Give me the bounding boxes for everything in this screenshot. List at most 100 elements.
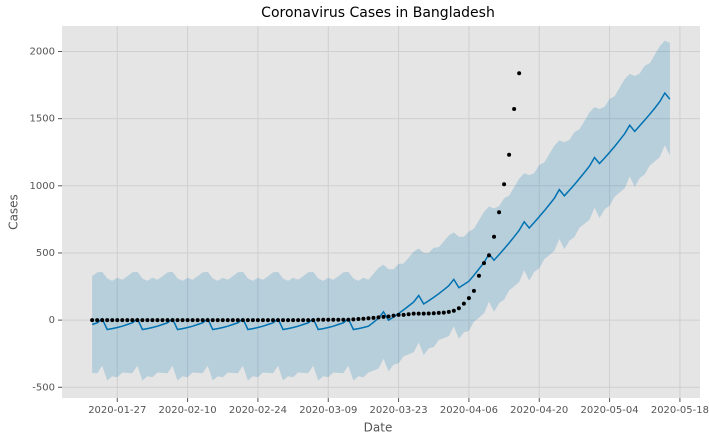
- data-point: [356, 317, 361, 322]
- forecast-line: [91, 91, 671, 331]
- data-point: [451, 308, 456, 313]
- data-point: [411, 311, 416, 316]
- data-point: [386, 314, 391, 319]
- data-point: [200, 318, 205, 323]
- data-point: [426, 311, 431, 316]
- data-point: [306, 318, 311, 323]
- x-tick-label: 2020-01-27: [88, 405, 146, 416]
- data-point: [140, 318, 145, 323]
- x-tick-label: 2020-05-04: [581, 405, 639, 416]
- data-point: [361, 316, 366, 321]
- data-point: [190, 318, 195, 323]
- data-point: [331, 317, 336, 322]
- data-point: [265, 318, 270, 323]
- x-tick-label: 2020-03-23: [370, 405, 428, 416]
- x-tick-label: 2020-04-06: [440, 405, 498, 416]
- data-point: [346, 317, 351, 322]
- data-point: [336, 317, 341, 322]
- data-point: [95, 318, 100, 323]
- data-point: [381, 314, 386, 319]
- data-point: [170, 318, 175, 323]
- data-point: [461, 301, 466, 306]
- x-tick-label: 2020-04-20: [510, 405, 568, 416]
- data-point: [260, 318, 265, 323]
- data-point: [366, 316, 371, 321]
- x-tick-label: 2020-02-10: [159, 405, 217, 416]
- data-point: [351, 317, 356, 322]
- data-point: [456, 306, 461, 311]
- data-point: [487, 253, 492, 258]
- data-point: [130, 318, 135, 323]
- data-point: [512, 106, 517, 111]
- plot-area: [62, 26, 700, 398]
- y-tick-label: 2000: [30, 47, 55, 58]
- data-point: [517, 71, 522, 76]
- data-point: [115, 318, 120, 323]
- data-point: [150, 318, 155, 323]
- data-point: [180, 318, 185, 323]
- y-tick-label: 500: [36, 248, 55, 259]
- chart-title: Coronavirus Cases in Bangladesh: [261, 5, 495, 21]
- data-point: [270, 318, 275, 323]
- data-point: [326, 317, 331, 322]
- data-point: [135, 318, 140, 323]
- data-point: [376, 315, 381, 320]
- data-point: [371, 315, 376, 320]
- y-tick-label: 1000: [30, 181, 55, 192]
- data-point: [301, 318, 306, 323]
- x-tick-label: 2020-02-24: [229, 405, 287, 416]
- data-point: [195, 318, 200, 323]
- data-point: [466, 296, 471, 301]
- data-point: [436, 310, 441, 315]
- data-point: [321, 317, 326, 322]
- data-point: [497, 210, 502, 215]
- data-point: [481, 261, 486, 266]
- data-point: [185, 318, 190, 323]
- data-point: [120, 318, 125, 323]
- data-point: [492, 234, 497, 239]
- x-tick-label: 2020-03-09: [299, 405, 357, 416]
- data-point: [291, 318, 296, 323]
- x-axis-label: Date: [364, 421, 393, 435]
- data-point: [502, 182, 507, 187]
- uncertainty-band: [92, 40, 670, 381]
- data-point: [406, 312, 411, 317]
- data-point: [230, 318, 235, 323]
- data-point: [250, 318, 255, 323]
- data-point: [311, 318, 316, 323]
- data-point: [100, 318, 105, 323]
- data-point: [341, 317, 346, 322]
- data-point: [220, 318, 225, 323]
- data-point: [255, 318, 260, 323]
- data-point: [240, 318, 245, 323]
- data-point: [110, 318, 115, 323]
- data-point: [225, 318, 230, 323]
- data-point: [507, 152, 512, 157]
- data-point: [396, 312, 401, 317]
- data-point: [235, 318, 240, 323]
- data-point: [276, 318, 281, 323]
- data-point: [105, 318, 110, 323]
- data-point: [391, 313, 396, 318]
- data-point: [416, 311, 421, 316]
- data-point: [316, 317, 321, 322]
- data-point: [245, 318, 250, 323]
- data-point: [90, 318, 95, 323]
- data-point: [165, 318, 170, 323]
- data-point: [160, 318, 165, 323]
- data-point: [286, 318, 291, 323]
- y-tick-label: 1500: [30, 114, 55, 125]
- y-axis-label: Cases: [7, 194, 21, 230]
- data-point: [155, 318, 160, 323]
- data-point: [145, 318, 150, 323]
- data-point: [401, 312, 406, 317]
- data-point: [446, 309, 451, 314]
- data-point: [471, 288, 476, 293]
- data-point: [125, 318, 130, 323]
- data-point: [205, 318, 210, 323]
- data-point: [296, 318, 301, 323]
- data-point: [175, 318, 180, 323]
- y-tick-label: 0: [49, 315, 55, 326]
- data-point: [441, 310, 446, 315]
